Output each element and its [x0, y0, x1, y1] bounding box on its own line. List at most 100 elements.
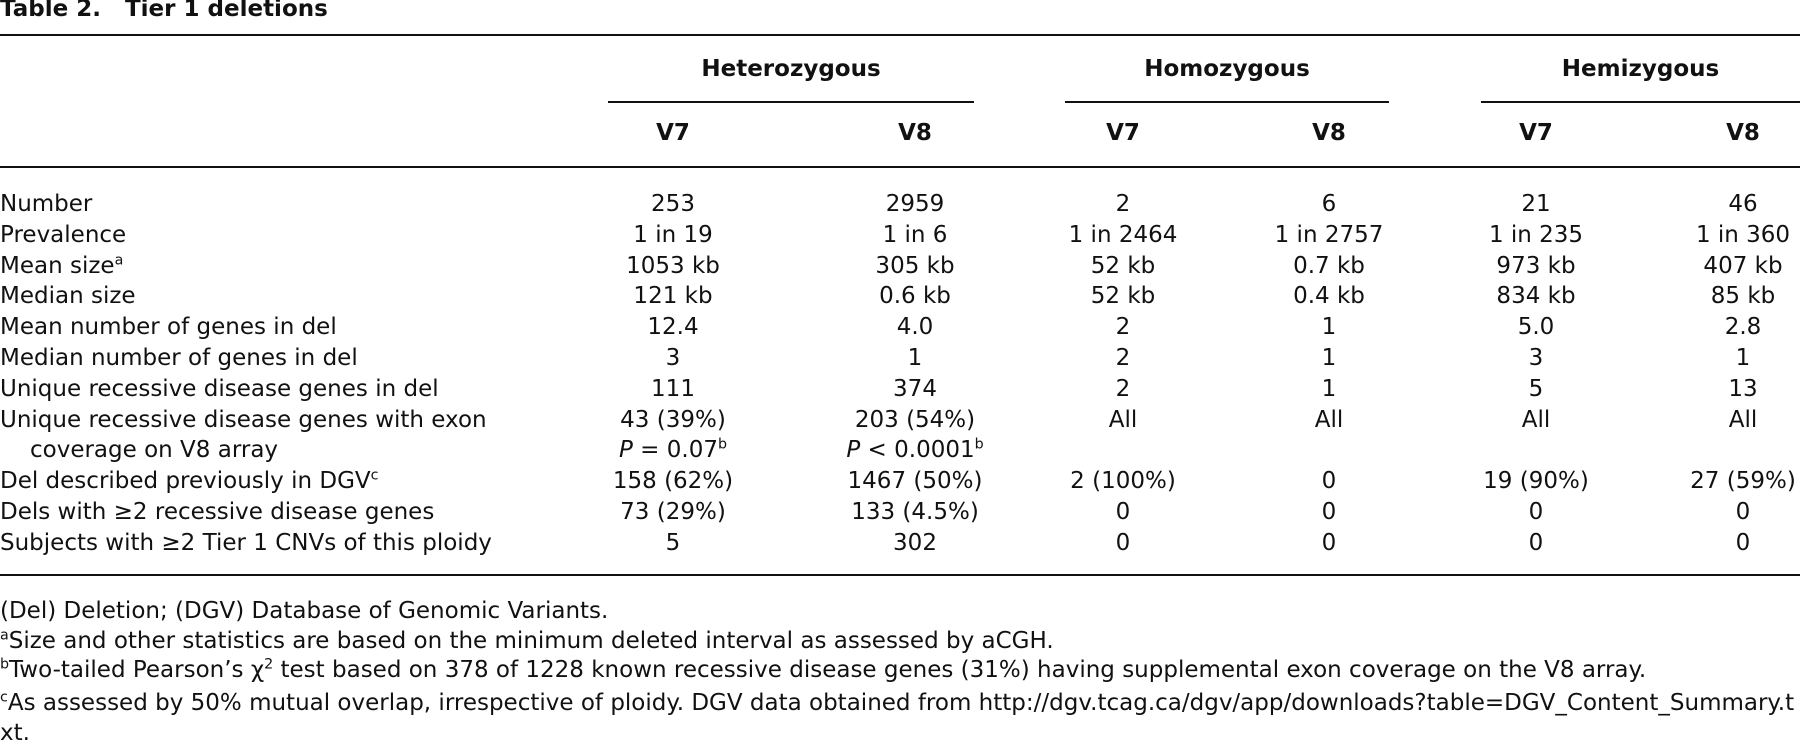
cell-note: P < 0.0001b	[846, 435, 983, 465]
table-cell: 2	[1115, 191, 1131, 217]
statistic-value: = 0.07	[632, 437, 718, 464]
table-cell: 121 kb	[633, 283, 713, 310]
row-label-text: Mean size	[0, 252, 115, 279]
footnote-mark: a	[0, 627, 9, 644]
row-label-text: Mean number of genes in del	[0, 314, 337, 341]
row-label: Mean number of genes in del	[0, 312, 337, 342]
row-label-text: Number	[0, 191, 93, 217]
table-cell: 0	[1321, 468, 1337, 495]
table-cell: 0	[1735, 529, 1751, 556]
table-cell: 133 (4.5%)	[851, 499, 979, 525]
row-label: Mean sizea	[0, 251, 123, 281]
table-cell: 46	[1728, 191, 1758, 217]
row-label: Number	[0, 189, 92, 219]
table-title: Table 2. Tier 1 deletions	[0, 0, 328, 24]
column-header: V7	[1106, 120, 1140, 146]
table-cell: 85 kb	[1710, 283, 1776, 310]
table-cell: 1 in 19	[633, 221, 713, 248]
group-header: Hemizygous	[1561, 56, 1720, 82]
table-cell: 203 (54%)	[854, 406, 976, 433]
statistic-symbol: P	[846, 437, 861, 464]
table-cell: 0	[1735, 499, 1751, 525]
row-label: Median number of genes in del	[0, 343, 358, 373]
table-cell: All	[1108, 406, 1138, 433]
table-cell: All	[1314, 406, 1344, 433]
row-label: Median size	[0, 281, 136, 311]
table-cell: 0	[1528, 529, 1544, 556]
table-cell: 1	[1321, 375, 1337, 402]
group-underline	[608, 101, 974, 103]
table-cell: 1053 kb	[626, 252, 720, 279]
table-cell: 0	[1321, 529, 1337, 556]
statistic-symbol: P	[618, 437, 633, 464]
footnote-mark: c	[370, 467, 379, 484]
header-rule	[0, 166, 1800, 168]
table-cell: 2	[1115, 375, 1131, 402]
superscript: 2	[264, 656, 274, 673]
footnote: (Del) Deletion; (DGV) Database of Genomi…	[0, 596, 1800, 626]
table-cell: 1 in 360	[1695, 221, 1791, 248]
table-cell: 305 kb	[875, 252, 955, 279]
column-header: V8	[898, 120, 932, 146]
table-caption: Tier 1 deletions	[124, 0, 328, 22]
column-header: V7	[1519, 120, 1553, 146]
table-cell: 2 (100%)	[1070, 468, 1176, 495]
table-cell: 2	[1115, 345, 1131, 371]
statistic-value: < 0.0001	[860, 437, 975, 464]
footnote: bTwo-tailed Pearson’s χ2 test based on 3…	[0, 655, 1800, 685]
footnote-text: As assessed by 50% mutual overlap, irres…	[0, 690, 1795, 746]
table-cell: 2959	[885, 191, 945, 217]
top-rule	[0, 34, 1800, 36]
cell-note: P = 0.07b	[619, 435, 727, 465]
footnote-mark: b	[0, 656, 10, 673]
row-label: Subjects with ≥2 Tier 1 CNVs of this plo…	[0, 528, 492, 558]
table-cell: 374	[893, 375, 937, 402]
table-cell: 5	[1528, 375, 1544, 402]
footnote-mark: b	[974, 436, 984, 453]
footnote-mark: a	[114, 252, 124, 269]
table-cell: 0	[1115, 499, 1131, 525]
table-cell: 3	[1528, 345, 1544, 371]
table-cell: 19 (90%)	[1483, 468, 1589, 495]
row-label-continuation: coverage on V8 array	[30, 437, 279, 464]
row-label-text: Unique recessive disease genes in del	[0, 375, 439, 402]
table-cell: 0	[1321, 499, 1337, 525]
table-cell: 158 (62%)	[612, 468, 734, 495]
table-cell: 12.4	[647, 314, 699, 341]
row-label-text: Median size	[0, 283, 136, 310]
row-label: Unique recessive disease genes in del	[0, 374, 439, 404]
table-cell: 52 kb	[1090, 283, 1156, 310]
table-cell: 2.8	[1724, 314, 1762, 341]
table-cell: 111	[651, 375, 695, 402]
table-cell: 1 in 2757	[1274, 221, 1384, 248]
table-cell: 5	[665, 529, 681, 556]
footnote-text: test based on 378 of 1228 known recessiv…	[273, 657, 1647, 683]
row-label-text: Dels with ≥2 recessive disease genes	[0, 499, 435, 525]
table-cell: 973 kb	[1496, 252, 1576, 279]
table-cell: 0	[1115, 529, 1131, 556]
table-cell: 1	[1321, 314, 1337, 341]
table-cell: 21	[1521, 191, 1551, 217]
table-cell: 3	[665, 345, 681, 371]
table-cell: 1 in 2464	[1068, 221, 1178, 248]
table-cell: 1 in 235	[1488, 221, 1584, 248]
table-cell: 0.7 kb	[1293, 252, 1365, 279]
table-cell: All	[1728, 406, 1758, 433]
table-cell: 1	[1321, 345, 1337, 371]
table-cell: 0.6 kb	[879, 283, 951, 310]
row-label: Unique recessive disease genes with exon	[0, 405, 487, 435]
table-cell: 834 kb	[1496, 283, 1576, 310]
row-label-text: Del described previously in DGV	[0, 468, 371, 495]
column-header: V8	[1312, 120, 1346, 146]
row-label: Del described previously in DGVc	[0, 466, 378, 496]
table-cell: 0.4 kb	[1293, 283, 1365, 310]
table-cell: 52 kb	[1090, 252, 1156, 279]
row-label-text: Unique recessive disease genes with exon	[0, 406, 487, 433]
table-cell: 6	[1321, 191, 1337, 217]
row-label-text: Prevalence	[0, 221, 127, 248]
table-cell: 1	[1735, 345, 1751, 371]
table-cell: 43 (39%)	[620, 406, 726, 433]
row-label-text: Median number of genes in del	[0, 345, 358, 371]
table-cell: 0	[1528, 499, 1544, 525]
table-cell: 5.0	[1517, 314, 1555, 341]
